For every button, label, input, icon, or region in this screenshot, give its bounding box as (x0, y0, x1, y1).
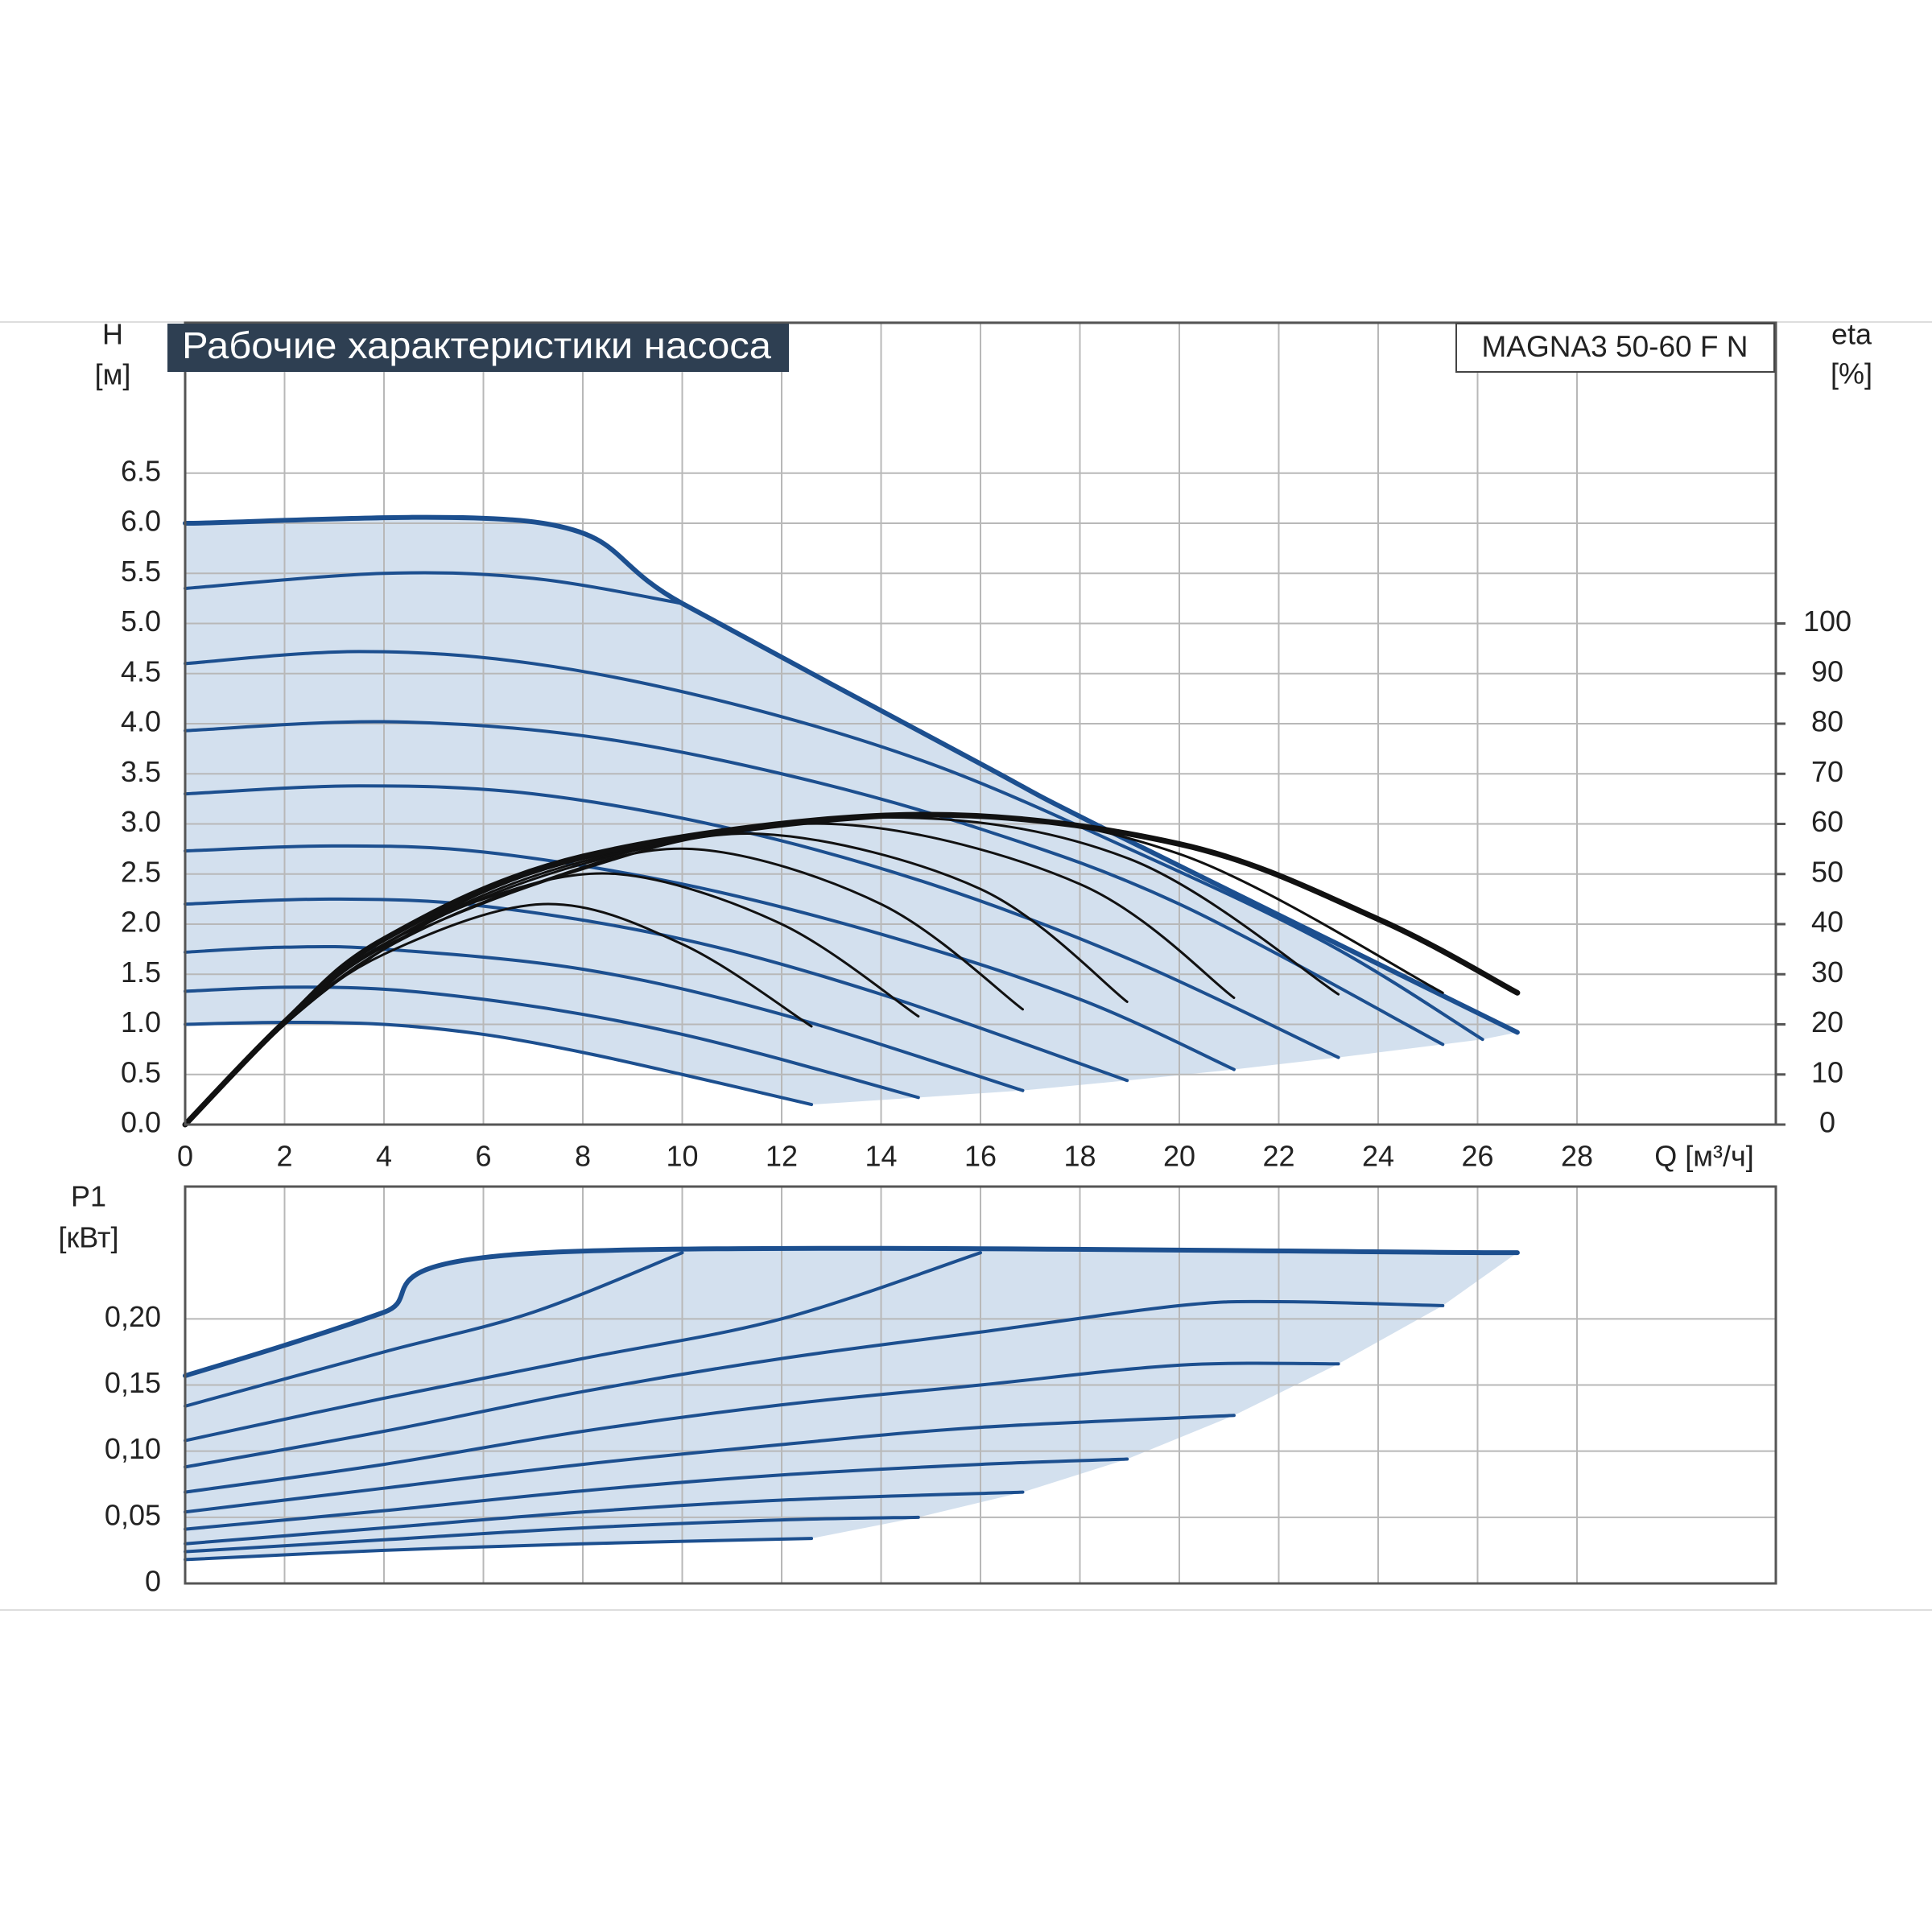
y2-tick-label: 20 (1811, 1005, 1843, 1038)
y-tick-label: 5.0 (121, 605, 161, 638)
operating-area (185, 1248, 1517, 1560)
y-tick-label: 6.0 (121, 505, 161, 538)
efficiency-curve (182, 811, 1521, 1128)
y2-tick-label: 70 (1811, 755, 1843, 788)
curve (184, 720, 1445, 1046)
y-axis-unit: [кВт] (58, 1221, 118, 1254)
plots: 0.0 0.5 1.0 1.5 2.0 2.5 3.0 3.5 4.0 4.5 5.0 5.5 6.0 6… (105, 321, 1852, 1598)
x-axis-label: Q [м³/ч] (1654, 1140, 1754, 1173)
y-tick-label: 0,15 (105, 1366, 161, 1399)
operating-area (185, 517, 1517, 1105)
plot-border (184, 1185, 1777, 1585)
y-tick-label: 0 (145, 1565, 161, 1598)
curve (184, 1414, 1236, 1514)
y-tick-label: 4.0 (121, 705, 161, 738)
model-name: MAGNA3 50-60 F N (1481, 330, 1748, 363)
y-tick-label: 2.0 (121, 906, 161, 939)
curve (184, 1299, 1445, 1469)
curve (184, 897, 1129, 1083)
x-tick-label: 22 (1262, 1140, 1294, 1173)
model-box (1455, 323, 1775, 373)
x-tick-label: 4 (376, 1140, 392, 1173)
curve (184, 1251, 684, 1408)
y2-tick-label: 10 (1811, 1055, 1843, 1088)
y-tick-label: 0,05 (105, 1498, 161, 1531)
y-axis-unit: [м] (95, 358, 131, 391)
curve (184, 1251, 982, 1443)
x-tick-label: 20 (1163, 1140, 1195, 1173)
curve (184, 985, 920, 1100)
x-tick-label: 6 (475, 1140, 491, 1173)
y2-axis-unit: [%] (1831, 357, 1872, 390)
y-tick-label: 6.5 (121, 454, 161, 487)
x-tick-label: 28 (1561, 1140, 1593, 1173)
y-axis-label: H (102, 318, 123, 351)
x-tick-label: 18 (1063, 1140, 1096, 1173)
y-axis-label: P1 (71, 1180, 106, 1213)
y2-tick-label: 90 (1811, 654, 1843, 687)
y-tick-label: 4.5 (121, 654, 161, 687)
y-tick-label: 1.5 (121, 956, 161, 989)
title-box (167, 324, 789, 372)
y-tick-label: 3.0 (121, 805, 161, 838)
y2-tick-label: 100 (1803, 605, 1852, 638)
curve (184, 1537, 814, 1562)
y2-tick-label: 80 (1811, 705, 1843, 738)
y2-axis-label: eta (1831, 318, 1872, 351)
y2-tick-label: 50 (1811, 855, 1843, 888)
y2-tick-label: 30 (1811, 956, 1843, 989)
curve (184, 1515, 920, 1554)
x-tick-label: 10 (666, 1140, 698, 1173)
x-tick-label: 0 (177, 1140, 193, 1173)
x-tick-label: 8 (575, 1140, 591, 1173)
curve (184, 650, 1484, 1042)
y-tick-label: 0.5 (121, 1055, 161, 1088)
y-tick-label: 2.5 (121, 855, 161, 888)
x-tick-label: 14 (865, 1140, 897, 1173)
y-tick-label: 0.0 (121, 1106, 161, 1139)
x-tick-label: 26 (1461, 1140, 1493, 1173)
y-tick-label: 5.5 (121, 555, 161, 588)
x-tick-label: 2 (276, 1140, 292, 1173)
y-tick-label: 1.0 (121, 1005, 161, 1038)
y2-tick-label: 60 (1811, 805, 1843, 838)
y2-tick-label: 0 (1819, 1106, 1835, 1139)
curve (184, 944, 1025, 1092)
curve (183, 514, 1520, 1035)
y-tick-label: 3.5 (121, 755, 161, 788)
curve (184, 571, 684, 605)
y-tick-label: 0,10 (105, 1432, 161, 1465)
x-tick-label: 16 (964, 1140, 997, 1173)
x-tick-label: 12 (766, 1140, 798, 1173)
curve (184, 1361, 1340, 1494)
curve (184, 1457, 1129, 1531)
curve (184, 1490, 1025, 1546)
curve (184, 844, 1236, 1071)
chart-title: Рабочие характеристики насоса (182, 324, 771, 366)
y-tick-label: 0,20 (105, 1300, 161, 1333)
curve (183, 1245, 1520, 1378)
y2-tick-label: 40 (1811, 906, 1843, 939)
x-tick-label: 24 (1362, 1140, 1394, 1173)
